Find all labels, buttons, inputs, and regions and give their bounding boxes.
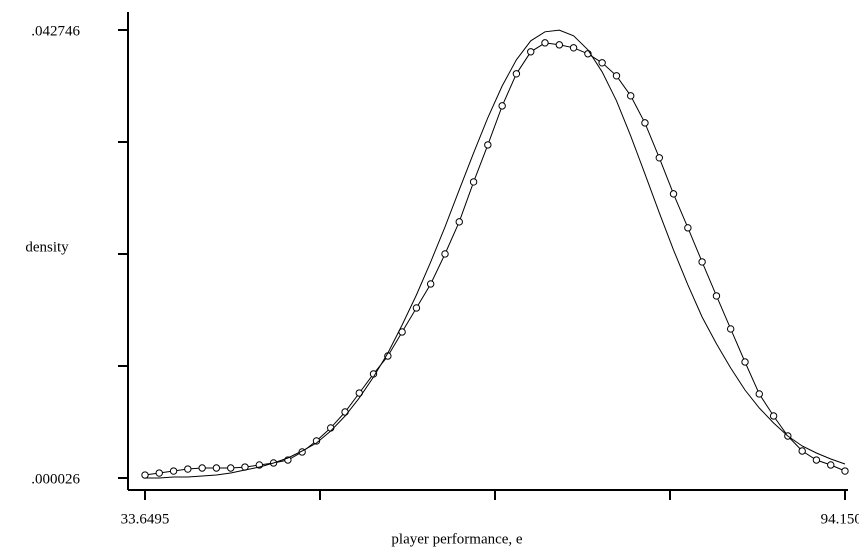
series-line xyxy=(145,29,846,479)
marker xyxy=(669,190,678,198)
marker xyxy=(198,464,206,472)
marker xyxy=(698,258,706,266)
marker xyxy=(169,467,178,475)
marker xyxy=(441,250,449,258)
marker xyxy=(426,280,435,288)
x-tick-label: 33.6495 xyxy=(121,511,170,527)
marker xyxy=(512,70,521,78)
marker xyxy=(455,218,463,226)
marker xyxy=(827,461,835,469)
x-tick-label: 94.1505 xyxy=(821,511,859,527)
marker xyxy=(212,464,221,472)
marker xyxy=(655,154,663,162)
y-tick-label: .042746 xyxy=(31,23,80,39)
marker xyxy=(627,92,635,100)
marker xyxy=(755,390,763,398)
marker xyxy=(541,39,549,47)
marker xyxy=(341,408,349,416)
marker xyxy=(726,325,735,333)
marker xyxy=(527,48,535,56)
marker xyxy=(184,465,192,473)
marker xyxy=(741,358,749,366)
x-axis-title: player performance, e xyxy=(391,531,523,547)
marker xyxy=(798,447,806,455)
marker xyxy=(227,464,235,472)
marker xyxy=(469,178,478,186)
marker xyxy=(155,469,163,477)
marker xyxy=(712,292,721,300)
marker xyxy=(612,72,621,80)
marker xyxy=(484,141,492,149)
marker xyxy=(327,424,335,432)
marker xyxy=(412,304,421,312)
marker xyxy=(569,44,578,52)
marker xyxy=(598,59,606,67)
marker xyxy=(641,119,649,127)
y-axis-title: density xyxy=(25,239,69,255)
marker xyxy=(498,102,506,110)
y-tick-label: .000026 xyxy=(31,471,80,487)
series-line xyxy=(144,42,846,476)
marker xyxy=(812,456,821,464)
marker xyxy=(769,412,778,420)
marker xyxy=(141,471,149,479)
marker xyxy=(684,224,692,232)
marker xyxy=(555,41,564,49)
marker xyxy=(841,467,849,475)
